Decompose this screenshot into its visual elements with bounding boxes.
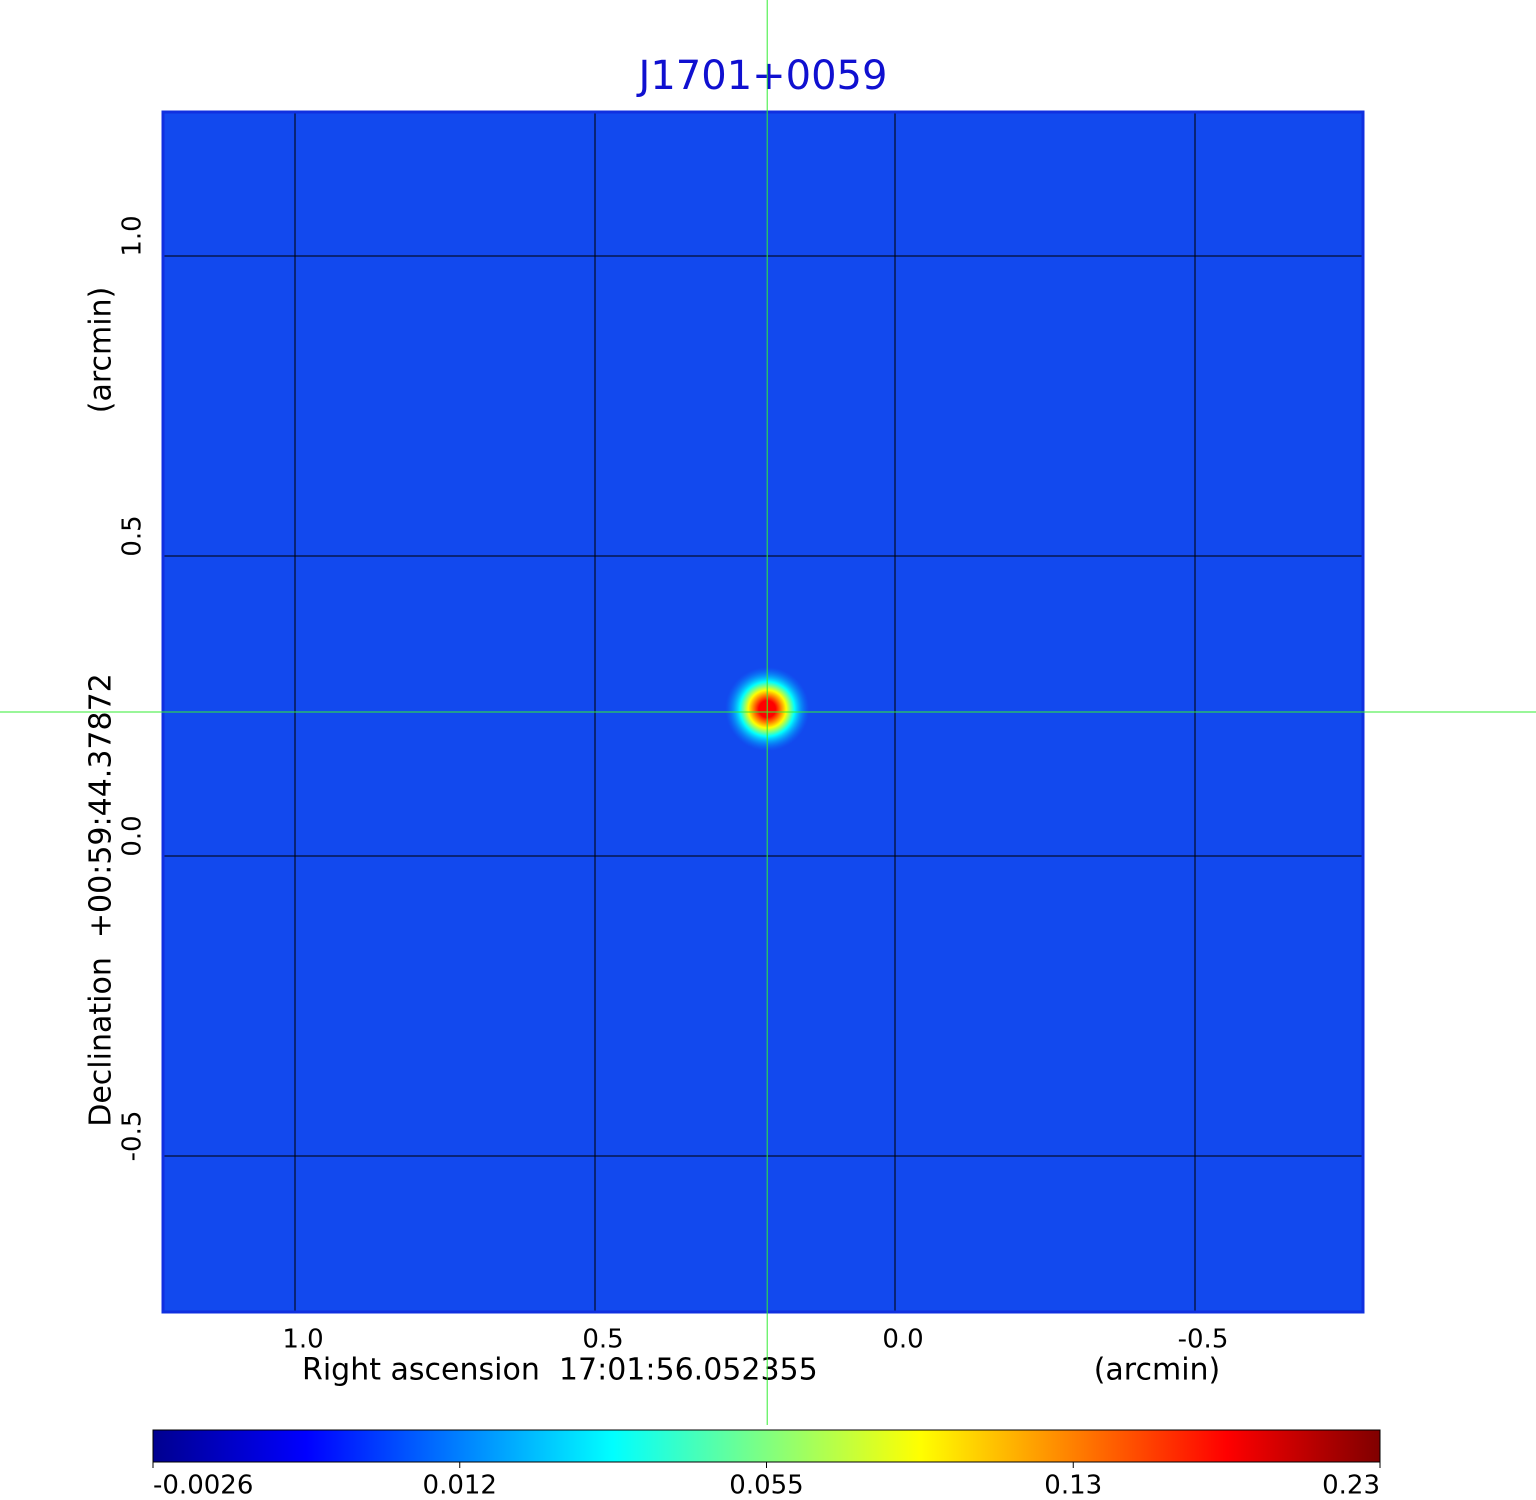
- y-tick-label: 0.5: [118, 515, 148, 556]
- colorbar-tick-label: -0.0026: [153, 1471, 253, 1500]
- y-axis-label: Declination +00:59:44.37872: [84, 673, 119, 1127]
- y-tick-label: -0.5: [118, 1111, 148, 1162]
- chart-title: J1701+0059: [636, 53, 888, 99]
- colorbar-tick-label: 0.13: [1044, 1471, 1102, 1500]
- x-tick-label: 1.0: [282, 1325, 323, 1355]
- x-axis-label: Right ascension 17:01:56.052355: [302, 1353, 818, 1388]
- x-axis-unit: (arcmin): [1094, 1353, 1221, 1388]
- x-tick-label: 0.0: [882, 1325, 923, 1355]
- x-tick-label: 0.5: [582, 1325, 623, 1355]
- colorbar: [152, 1429, 1381, 1463]
- colorbar-tick-label: 0.055: [729, 1471, 803, 1500]
- colorbar-tick-label: 0.23: [1322, 1471, 1380, 1500]
- x-tick-label: -0.5: [1178, 1325, 1229, 1355]
- y-tick-label: 0.0: [118, 815, 148, 856]
- y-axis-unit: (arcmin): [84, 287, 119, 414]
- colorbar-tick-label: 0.012: [423, 1471, 497, 1500]
- y-tick-label: 1.0: [118, 215, 148, 256]
